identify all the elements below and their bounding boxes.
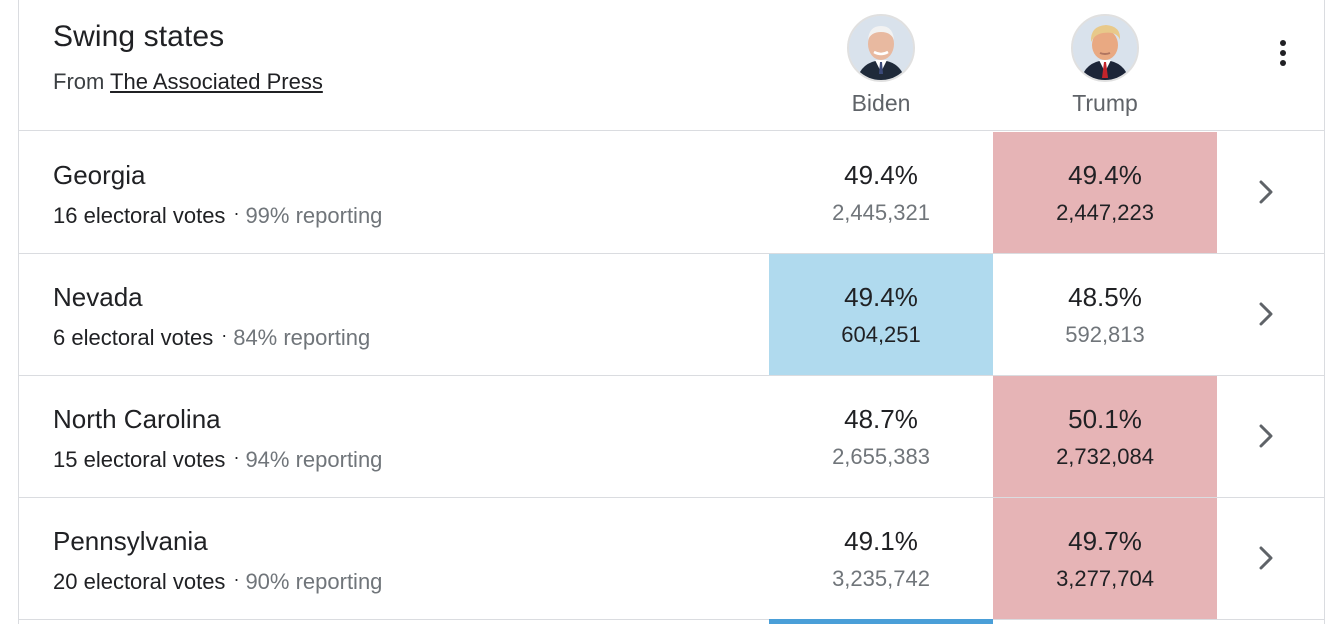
electoral-votes: 20 electoral votes <box>53 569 226 594</box>
biden-result-cell: 49.4% 604,251 <box>769 254 993 375</box>
trump-percent: 49.4% <box>1068 160 1142 190</box>
electoral-votes: 16 electoral votes <box>53 203 226 228</box>
source-line: From The Associated Press <box>53 69 323 95</box>
more-options-icon[interactable] <box>1278 40 1288 70</box>
biden-avatar-icon <box>847 14 915 82</box>
state-meta: 15 electoral votes · 94% reporting <box>53 447 382 473</box>
card-header: Swing states From The Associated Press B… <box>19 0 1324 131</box>
card-title: Swing states <box>53 20 225 53</box>
source-prefix: From <box>53 69 105 94</box>
state-name: Georgia <box>53 160 146 190</box>
state-meta: 20 electoral votes · 90% reporting <box>53 569 382 595</box>
chevron-right-icon[interactable] <box>1252 176 1280 208</box>
trump-column-header: Trump <box>1072 90 1138 116</box>
trump-votes: 2,732,084 <box>1056 444 1154 469</box>
biden-column-header: Biden <box>851 90 911 116</box>
state-row-pennsylvania[interactable]: Pennsylvania 20 electoral votes · 90% repo… <box>19 498 1324 620</box>
reporting-status: 90% reporting <box>245 569 383 594</box>
biden-percent: 49.4% <box>844 282 918 312</box>
biden-votes: 2,655,383 <box>832 444 930 469</box>
source-link[interactable]: The Associated Press <box>110 69 323 94</box>
biden-percent: 49.1% <box>844 526 918 556</box>
trump-votes: 3,277,704 <box>1056 566 1154 591</box>
electoral-votes: 6 electoral votes <box>53 325 214 350</box>
separator-dot: · <box>221 325 228 345</box>
trump-votes: 592,813 <box>1065 322 1145 347</box>
trump-result-cell: 48.5% 592,813 <box>993 254 1217 375</box>
state-name: North Carolina <box>53 404 221 434</box>
electoral-votes: 15 electoral votes <box>53 447 226 472</box>
biden-result-cell: 49.4% 2,445,321 <box>769 132 993 253</box>
trump-avatar-icon <box>1071 14 1139 82</box>
candidate-biden: Biden <box>769 14 993 117</box>
trump-result-cell: 49.4% 2,447,223 <box>993 132 1217 253</box>
biden-result-cell: 49.1% 3,235,742 <box>769 498 993 619</box>
swing-states-card: Swing states From The Associated Press B… <box>18 0 1325 624</box>
state-row-nevada[interactable]: Nevada 6 electoral votes · 84% reporting 4… <box>19 254 1324 376</box>
biden-votes: 3,235,742 <box>832 566 930 591</box>
biden-votes: 604,251 <box>841 322 921 347</box>
state-meta: 16 electoral votes · 99% reporting <box>53 203 382 229</box>
chevron-right-icon[interactable] <box>1252 298 1280 330</box>
chevron-right-icon[interactable] <box>1252 420 1280 452</box>
state-row-north-carolina[interactable]: North Carolina 15 electoral votes · 94% re… <box>19 376 1324 498</box>
state-meta: 6 electoral votes · 84% reporting <box>53 325 370 351</box>
biden-votes: 2,445,321 <box>832 200 930 225</box>
trump-votes: 2,447,223 <box>1056 200 1154 225</box>
chevron-right-icon[interactable] <box>1252 542 1280 574</box>
trump-percent: 49.7% <box>1068 526 1142 556</box>
separator-dot: · <box>233 569 240 589</box>
trump-percent: 48.5% <box>1068 282 1142 312</box>
reporting-status: 94% reporting <box>245 447 383 472</box>
biden-percent: 48.7% <box>844 404 918 434</box>
biden-result-cell: 48.7% 2,655,383 <box>769 376 993 497</box>
reporting-status: 99% reporting <box>245 203 383 228</box>
state-name: Pennsylvania <box>53 526 208 556</box>
reporting-status: 84% reporting <box>233 325 371 350</box>
trump-result-cell: 50.1% 2,732,084 <box>993 376 1217 497</box>
trump-percent: 50.1% <box>1068 404 1142 434</box>
next-row-partial-highlight <box>769 619 993 624</box>
state-name: Nevada <box>53 282 143 312</box>
separator-dot: · <box>233 447 240 467</box>
trump-result-cell: 49.7% 3,277,704 <box>993 498 1217 619</box>
candidate-trump: Trump <box>993 14 1217 117</box>
biden-percent: 49.4% <box>844 160 918 190</box>
state-row-georgia[interactable]: Georgia 16 electoral votes · 99% reporting… <box>19 132 1324 254</box>
separator-dot: · <box>233 203 240 223</box>
